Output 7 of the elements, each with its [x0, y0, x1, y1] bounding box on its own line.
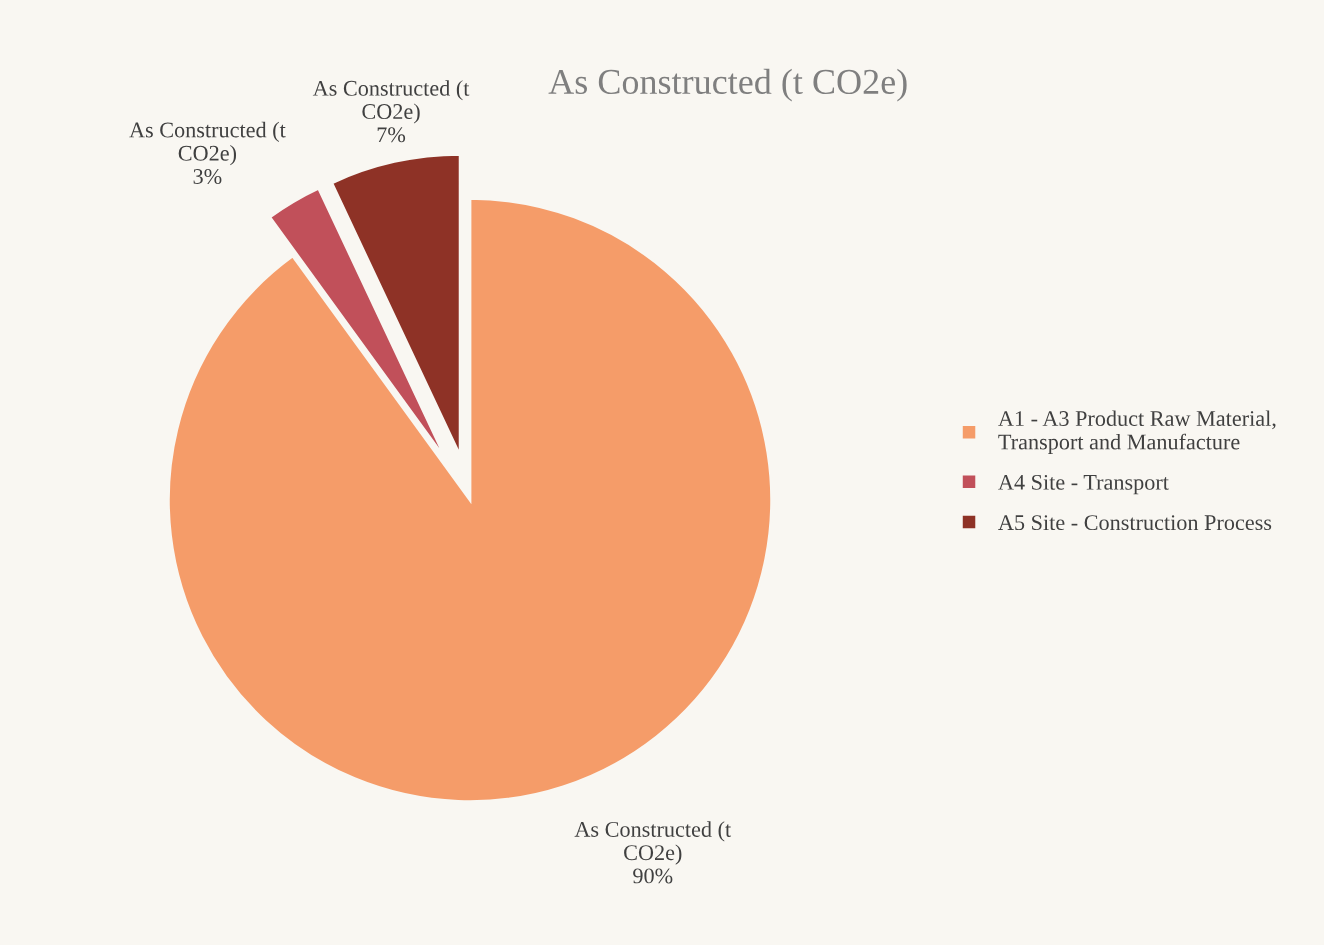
legend-label: A1 - A3 Product Raw Material, Transport and Manufacture [998, 410, 1276, 455]
legend-label: A5 Site - Construction Process [998, 515, 1272, 531]
chart-title: As Constructed (t CO2e) [548, 68, 907, 102]
data-label: As Constructed (t CO2e) 3% [129, 121, 286, 185]
data-label: As Constructed (t CO2e) 90% [574, 821, 732, 884]
data-label: As Constructed (t CO2e) 7% [312, 80, 470, 143]
legend-label: A4 Site - Transport [998, 474, 1169, 495]
